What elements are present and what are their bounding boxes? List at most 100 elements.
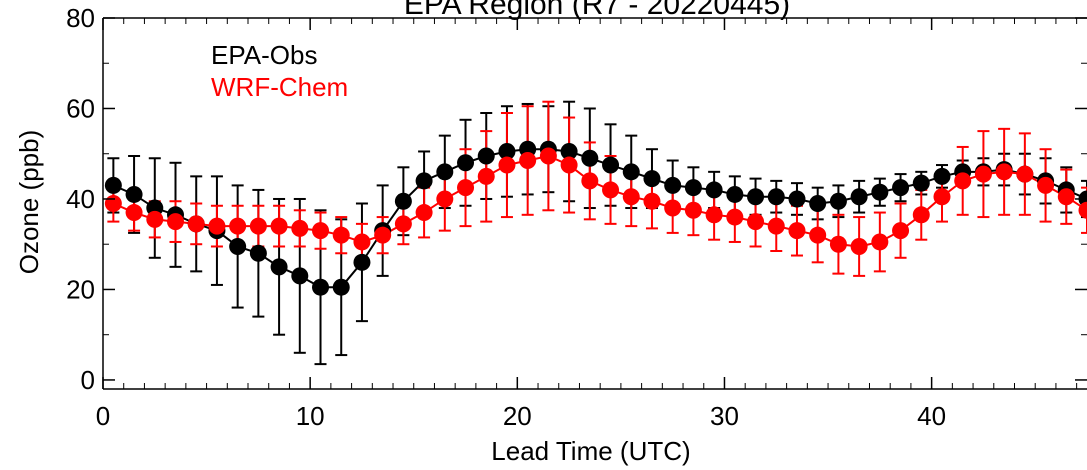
obs-data-point — [270, 258, 288, 276]
model-data-point — [974, 165, 992, 183]
model-data-point — [436, 190, 454, 208]
model-data-point — [788, 222, 806, 240]
model-data-point — [747, 213, 765, 231]
model-data-point — [809, 226, 827, 244]
model-data-point — [457, 179, 475, 197]
obs-data-point — [788, 190, 806, 208]
x-tick-label: 0 — [96, 401, 110, 431]
model-data-point — [1016, 165, 1034, 183]
model-data-point — [912, 206, 930, 224]
model-data-point — [332, 226, 350, 244]
obs-data-point — [705, 181, 723, 199]
model-data-point — [394, 215, 412, 233]
obs-data-point — [457, 154, 475, 172]
y-tick-label: 80 — [66, 3, 95, 33]
obs-data-point — [602, 156, 620, 174]
model-data-point — [850, 237, 868, 255]
model-data-point — [581, 172, 599, 190]
model-data-point — [477, 167, 495, 185]
legend-entry-model: WRF-Chem — [211, 72, 348, 102]
obs-data-point — [684, 179, 702, 197]
model-data-point — [871, 233, 889, 251]
obs-data-point — [622, 163, 640, 181]
y-tick-label: 0 — [81, 365, 95, 395]
x-tick-label: 20 — [503, 401, 532, 431]
model-data-point — [312, 222, 330, 240]
model-data-point — [539, 147, 557, 165]
model-data-point — [415, 204, 433, 222]
axes: 0 10 20 30 40 0 20 40 60 80 — [66, 3, 1087, 431]
model-data-point — [1057, 188, 1075, 206]
model-data-point — [1037, 176, 1055, 194]
model-data-point — [726, 208, 744, 226]
model-data-point — [270, 217, 288, 235]
obs-data-point — [249, 244, 267, 262]
model-data-point — [829, 235, 847, 253]
y-axis-label: Ozone (ppb) — [14, 130, 44, 275]
obs-data-point — [767, 188, 785, 206]
obs-data-point — [332, 278, 350, 296]
model-data-point — [767, 217, 785, 235]
obs-data-point — [643, 170, 661, 188]
model-data-point — [146, 210, 164, 228]
model-error-bar — [1081, 186, 1087, 234]
obs-data-point — [850, 188, 868, 206]
obs-data-point — [829, 192, 847, 210]
obs-data-point — [394, 192, 412, 210]
obs-data-point — [747, 188, 765, 206]
obs-data-point — [892, 179, 910, 197]
obs-data-point — [291, 267, 309, 285]
model-data-point — [125, 204, 143, 222]
obs-data-point — [871, 183, 889, 201]
model-data-point — [560, 156, 578, 174]
model-data-point — [187, 215, 205, 233]
obs-data-point — [809, 195, 827, 212]
x-tick-label: 10 — [296, 401, 325, 431]
obs-data-point — [726, 185, 744, 203]
obs-data-point — [498, 142, 516, 160]
model-data-point — [519, 152, 537, 170]
obs-data-point — [104, 176, 122, 194]
chart-title: EPA Region (R7 - 20220445) — [404, 0, 790, 21]
x-tick-label: 30 — [710, 401, 739, 431]
obs-data-point — [664, 176, 682, 194]
model-data-point — [104, 195, 122, 212]
model-data-point — [291, 219, 309, 237]
obs-data-point — [353, 253, 371, 271]
obs-data-point — [581, 149, 599, 167]
model-data-point — [664, 199, 682, 217]
model-data-point — [954, 172, 972, 190]
y-tick-label: 40 — [66, 184, 95, 214]
model-data-point — [643, 192, 661, 210]
model-data-point — [1078, 201, 1087, 219]
model-data-point — [498, 156, 516, 174]
model-data-point — [684, 201, 702, 219]
model-data-point — [167, 213, 185, 231]
x-tick-label: 40 — [917, 401, 946, 431]
model-data-point — [229, 217, 247, 235]
model-data-point — [892, 222, 910, 240]
model-data-point — [602, 181, 620, 199]
obs-data-point — [933, 167, 951, 185]
y-tick-label: 60 — [66, 93, 95, 123]
model-data-point — [933, 188, 951, 206]
obs-data-point — [477, 147, 495, 165]
obs-data-point — [312, 278, 330, 296]
model-data-point — [208, 217, 226, 235]
model-data-point — [622, 188, 640, 206]
obs-data-point — [415, 172, 433, 190]
obs-data-point — [912, 174, 930, 192]
obs-data-point — [560, 142, 578, 160]
obs-data-point — [125, 185, 143, 203]
model-data-point — [249, 217, 267, 235]
data-points — [104, 140, 1087, 296]
legend-entry-obs: EPA-Obs — [211, 40, 317, 70]
model-data-point — [705, 206, 723, 224]
model-data-point — [374, 226, 392, 244]
model-data-point — [353, 233, 371, 251]
obs-data-point — [436, 163, 454, 181]
y-tick-label: 20 — [66, 274, 95, 304]
obs-data-point — [229, 237, 247, 255]
